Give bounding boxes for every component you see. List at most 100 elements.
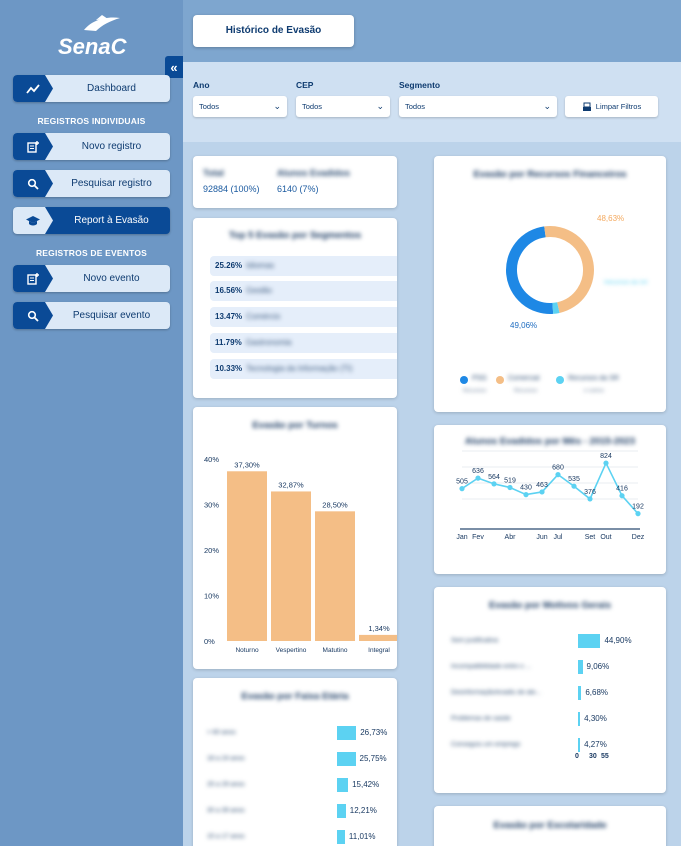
data-label: 535 xyxy=(568,476,580,483)
legend-dot xyxy=(460,376,468,384)
axis-tick: 0 xyxy=(575,753,579,760)
faixa-card: Evasão por Faixa Etária > 60 anos 26,73% 1… xyxy=(193,678,397,846)
total-label: Total xyxy=(203,168,224,178)
data-point xyxy=(491,481,497,487)
data-point xyxy=(539,489,545,495)
x-tick-label: Jun xyxy=(536,534,547,541)
turnos-card: Evasão por Turnos 0% 10% 20% 30% 40% 37,30% No… xyxy=(193,407,397,669)
top-segments-title: Top 5 Evasão por Segmentos xyxy=(228,230,362,241)
sidebar-item-label: Novo evento xyxy=(83,273,140,284)
segment-name: Comércio xyxy=(246,312,281,321)
data-point xyxy=(635,511,641,517)
data-point xyxy=(587,496,593,502)
sidebar-item-pesquisar-registro[interactable]: Pesquisar registro xyxy=(13,170,170,197)
data-point xyxy=(555,472,561,478)
trend-line-icon xyxy=(13,75,53,102)
data-label: 505 xyxy=(456,479,468,486)
evadidos-value: 6140 (7%) xyxy=(277,184,319,194)
data-label: 430 xyxy=(520,485,532,492)
donut-label-other: Recursos da SR xyxy=(604,280,648,286)
segment-pct: 16.56% xyxy=(215,286,243,295)
sidebar-item-label: Pesquisar evento xyxy=(72,310,151,321)
sidebar-item-novo-evento[interactable]: Novo evento xyxy=(13,265,170,292)
data-label: 680 xyxy=(552,465,564,472)
search-icon xyxy=(13,170,53,197)
row-label: 18 a 24 anos xyxy=(207,755,245,762)
data-label: 636 xyxy=(472,468,484,475)
segment-row: 10.33% Tecnologia da Informação (TI) xyxy=(210,359,397,379)
data-label: 192 xyxy=(632,504,644,511)
legend-dot xyxy=(496,376,504,384)
legend-sub: Recursos xyxy=(463,388,487,394)
totals-card: Total 92884 (100%) Alunos Evadidos 6140 … xyxy=(193,156,397,208)
segment-name: Idiomas xyxy=(246,261,275,270)
sidebar-item-label: Report à Evasão xyxy=(74,215,149,226)
axis-tick: 55 xyxy=(601,753,609,760)
row-value: 44,90% xyxy=(604,636,632,645)
chevron-down-icon: ⌄ xyxy=(543,101,551,111)
section-registros-eventos: REGISTROS DE EVENTOS xyxy=(35,248,148,258)
escolaridade-title: Evasão por Escolaridade xyxy=(493,820,607,831)
cep-select[interactable]: Todos ⌄ xyxy=(296,96,390,117)
segmento-select-value: Todos xyxy=(405,102,426,111)
segment-pct: 13.47% xyxy=(215,312,243,321)
sidebar-item-dashboard[interactable]: Dashboard xyxy=(13,75,170,102)
y-tick-label: 0% xyxy=(204,637,215,646)
bar xyxy=(271,491,311,641)
resources-title: Evasão por Recursos Financeiros xyxy=(473,169,627,180)
evadidos-label: Alunos Evadidos xyxy=(277,168,351,178)
donut-slice xyxy=(552,302,560,314)
x-tick-label: Integral xyxy=(368,647,390,654)
segmento-select[interactable]: Todos ⌄ xyxy=(399,96,557,117)
row-bar xyxy=(337,778,349,792)
row-bar xyxy=(337,752,356,766)
row-value: 9,06% xyxy=(586,662,610,671)
bar-value-label: 28,50% xyxy=(322,500,348,509)
sidebar-item-pesquisar-evento[interactable]: Pesquisar evento xyxy=(13,302,170,329)
x-tick-label: Vespertino xyxy=(276,647,307,654)
monthly-card: Alunos Evadidos por Mês - 2015-2023 505 J… xyxy=(434,425,666,574)
row-label: Conseguiu um emprego xyxy=(451,741,521,748)
axis-tick: 30 xyxy=(589,753,597,760)
section-registros-individuais: REGISTROS INDIVIDUAIS xyxy=(37,116,146,126)
y-tick-label: 30% xyxy=(204,501,219,510)
top-segments-card: Top 5 Evasão por Segmentos 25.26% Idiomas… xyxy=(193,218,397,398)
row-label: Incompatibilidade entre o ... xyxy=(451,663,531,670)
legend-sub: Recursos xyxy=(514,388,538,394)
sidebar-item-novo-registro[interactable]: Novo registro xyxy=(13,133,170,160)
x-tick-label: Matutino xyxy=(323,647,348,654)
bar xyxy=(315,511,355,641)
ano-select[interactable]: Todos ⌄ xyxy=(193,96,287,117)
legend-sub: e outros xyxy=(584,388,604,394)
data-point xyxy=(571,483,577,489)
faixa-title: Evasão por Faixa Etária xyxy=(241,691,349,702)
add-note-icon xyxy=(13,133,53,160)
graduation-cap-icon xyxy=(13,207,53,234)
clear-filters-button[interactable]: Limpar Filtros xyxy=(565,96,658,117)
segment-row: 25.26% Idiomas xyxy=(210,256,397,276)
sidebar-item-report-evasao[interactable]: Report à Evasão xyxy=(13,207,170,234)
sidebar-item-label: Novo registro xyxy=(81,141,142,152)
donut-label-comercial: 48,63% xyxy=(597,214,624,223)
data-label: 463 xyxy=(536,482,548,489)
turnos-bar-chart: 0% 10% 20% 30% 40% 37,30% Noturno 32,87% Vespert… xyxy=(204,455,397,654)
bar xyxy=(359,634,397,641)
bar-value-label: 37,30% xyxy=(234,460,260,469)
motivos-title: Evasão por Motivos Gerais xyxy=(489,600,611,611)
cep-select-value: Todos xyxy=(302,102,323,111)
data-point xyxy=(603,460,609,466)
bar-value-label: 1,34% xyxy=(368,624,390,633)
row-label: > 60 anos xyxy=(207,729,236,736)
collapse-sidebar-button[interactable]: « xyxy=(165,56,183,78)
double-chevron-left-icon: « xyxy=(170,59,178,75)
legend-label: Recursos da SR xyxy=(568,375,619,382)
donut-slice xyxy=(544,226,594,313)
monthly-title: Alunos Evadidos por Mês - 2015-2023 xyxy=(464,436,635,447)
x-tick-label: Jan xyxy=(456,534,467,541)
y-tick-label: 20% xyxy=(204,546,219,555)
senac-logo: SenaC xyxy=(56,14,132,62)
total-value: 92884 (100%) xyxy=(203,184,260,194)
clear-filters-label: Limpar Filtros xyxy=(595,102,642,111)
sidebar-item-label: Pesquisar registro xyxy=(71,178,152,189)
row-label: 30 a 39 anos xyxy=(207,807,245,814)
